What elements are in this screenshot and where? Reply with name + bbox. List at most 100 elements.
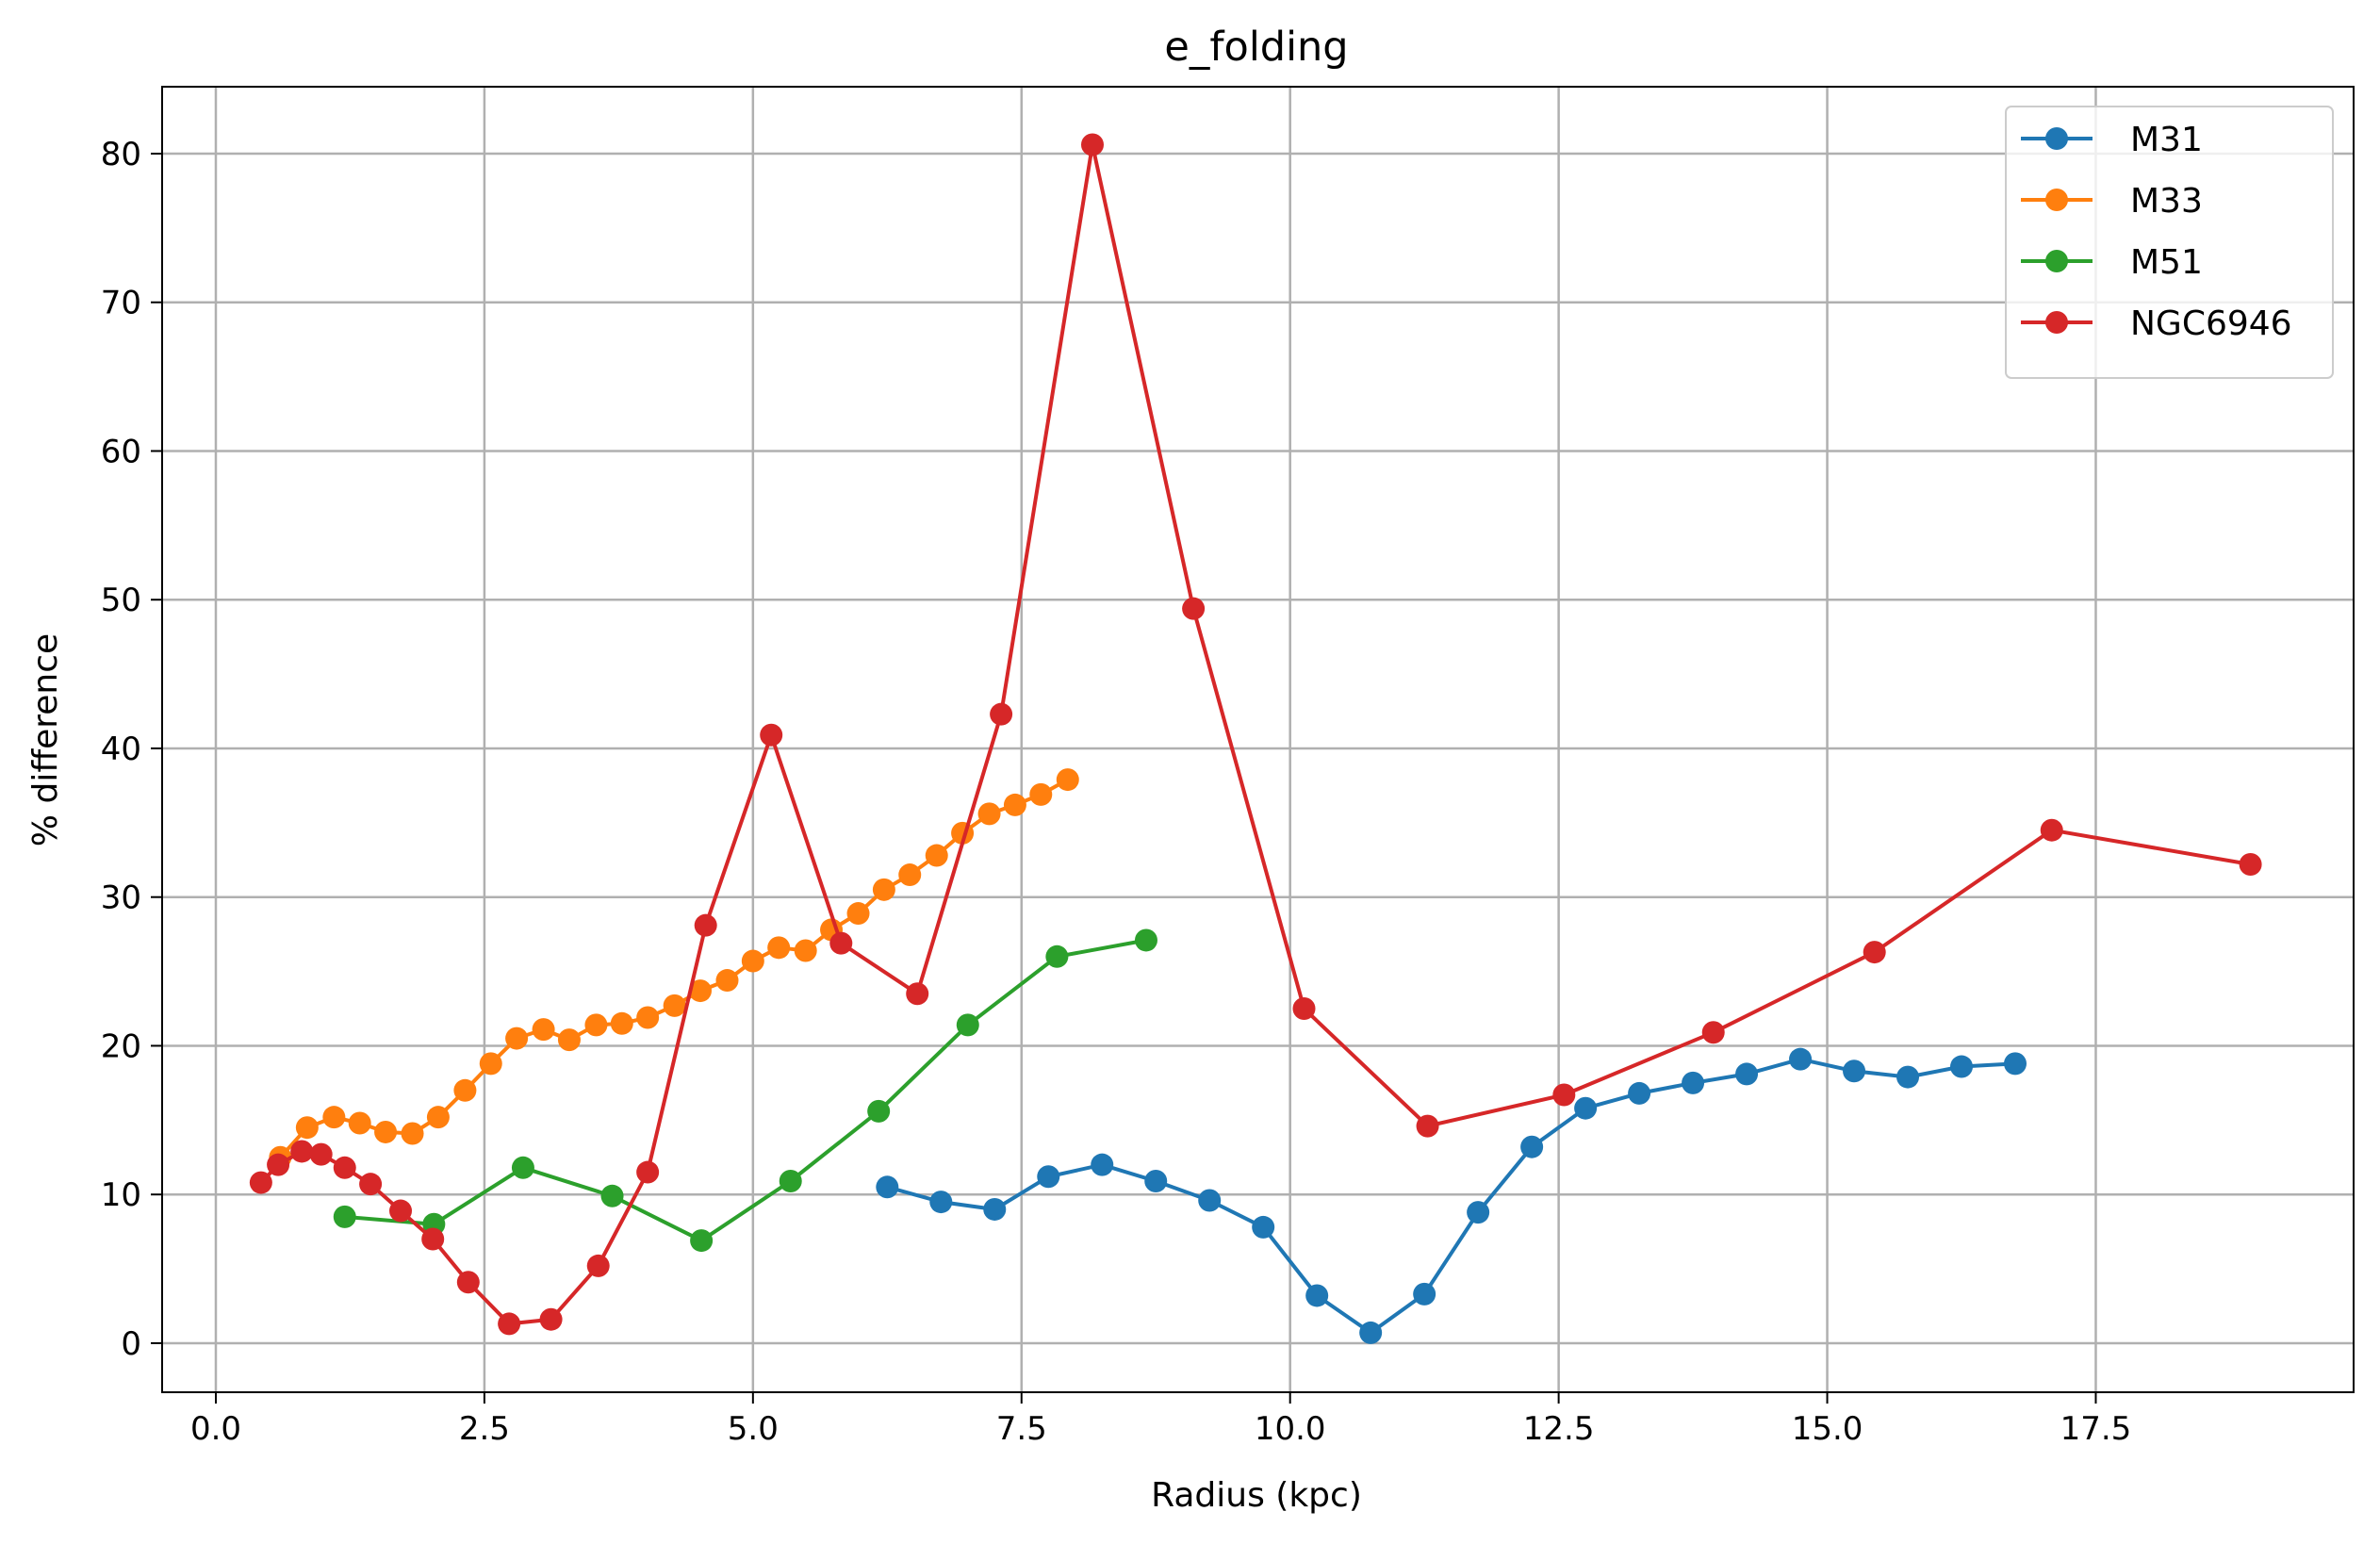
data-point-m33 xyxy=(741,949,764,973)
data-point-ngc6946 xyxy=(421,1227,445,1251)
data-point-m31 xyxy=(1091,1153,1114,1176)
legend-label-ngc6946: NGC6946 xyxy=(2130,304,2292,343)
data-point-ngc6946 xyxy=(2040,818,2063,842)
legend-item-m33: M33 xyxy=(2021,182,2203,221)
x-tick-label: 12.5 xyxy=(1523,1410,1595,1448)
data-point-ngc6946 xyxy=(309,1142,333,1166)
data-point-m31 xyxy=(1896,1065,1920,1089)
data-point-ngc6946 xyxy=(359,1173,383,1196)
legend-marker-ngc6946 xyxy=(2045,311,2068,334)
x-tick-label: 2.5 xyxy=(459,1410,510,1448)
data-point-ngc6946 xyxy=(249,1171,272,1194)
data-point-m31 xyxy=(2003,1052,2027,1076)
data-point-m33 xyxy=(898,863,922,887)
data-point-m31 xyxy=(1628,1081,1651,1105)
y-tick-label: 0 xyxy=(121,1325,141,1363)
data-point-ngc6946 xyxy=(694,913,717,937)
data-point-m33 xyxy=(505,1027,529,1050)
data-point-ngc6946 xyxy=(389,1199,413,1223)
data-point-m31 xyxy=(1037,1165,1060,1189)
data-point-m33 xyxy=(846,902,870,926)
data-point-m31 xyxy=(1682,1071,1705,1094)
data-point-ngc6946 xyxy=(586,1254,610,1277)
legend-label-m33: M33 xyxy=(2130,182,2203,221)
legend: M31 M33 M51 NGC6946 xyxy=(2005,106,2334,379)
y-tick-label: 80 xyxy=(101,136,141,173)
data-point-m31 xyxy=(1413,1282,1436,1306)
data-point-m51 xyxy=(1045,944,1069,968)
chart-title: e_folding xyxy=(1164,24,1348,71)
legend-item-ngc6946: NGC6946 xyxy=(2021,304,2292,343)
data-point-m33 xyxy=(374,1120,398,1143)
data-point-m31 xyxy=(1520,1135,1544,1158)
data-point-ngc6946 xyxy=(290,1140,314,1163)
data-point-ngc6946 xyxy=(1863,941,1886,964)
data-point-ngc6946 xyxy=(990,702,1013,726)
data-point-m51 xyxy=(1134,928,1157,952)
data-point-m33 xyxy=(322,1106,346,1129)
data-point-m33 xyxy=(401,1122,424,1145)
data-point-m31 xyxy=(1252,1215,1275,1239)
data-point-m31 xyxy=(1467,1201,1490,1224)
data-point-m33 xyxy=(479,1052,502,1076)
data-point-m31 xyxy=(1789,1047,1813,1071)
data-point-m33 xyxy=(1056,768,1079,792)
data-point-m51 xyxy=(956,1013,979,1037)
y-tick-label: 50 xyxy=(101,582,141,619)
data-point-m33 xyxy=(715,969,739,993)
data-point-m31 xyxy=(929,1191,953,1214)
data-point-ngc6946 xyxy=(498,1312,521,1336)
data-point-m31 xyxy=(1950,1055,1974,1078)
data-point-m31 xyxy=(1144,1170,1168,1193)
plot-frame xyxy=(161,86,2355,1393)
data-point-m33 xyxy=(348,1111,371,1135)
data-point-m33 xyxy=(1029,782,1053,806)
data-point-ngc6946 xyxy=(906,982,929,1006)
legend-marker-m31 xyxy=(2045,127,2068,150)
data-point-m33 xyxy=(688,979,712,1003)
data-point-m33 xyxy=(295,1116,319,1140)
series-layer xyxy=(249,133,2262,1344)
data-point-ngc6946 xyxy=(1416,1114,1439,1138)
legend-label-m31: M31 xyxy=(2130,121,2203,159)
data-point-m31 xyxy=(1305,1284,1329,1307)
data-point-m33 xyxy=(767,936,791,960)
data-point-m33 xyxy=(426,1106,450,1129)
data-point-m33 xyxy=(794,939,817,962)
data-point-m51 xyxy=(600,1184,624,1207)
data-point-m31 xyxy=(983,1197,1007,1221)
x-tick-label: 5.0 xyxy=(728,1410,779,1448)
data-point-m51 xyxy=(690,1229,714,1253)
data-point-ngc6946 xyxy=(1182,597,1206,620)
axis-ticks: 0.0 2.5 5.0 7.5 10.0 12.5 15.0 17.5 0 10 20 30 40 50 6… xyxy=(101,136,2132,1448)
data-point-ngc6946 xyxy=(1080,133,1104,156)
series-ngc6946 xyxy=(249,133,2262,1336)
data-point-ngc6946 xyxy=(1701,1021,1725,1044)
x-axis-title: Radius (kpc) xyxy=(1151,1476,1362,1515)
legend-box xyxy=(2005,106,2334,379)
series-m51 xyxy=(333,928,1157,1253)
data-point-ngc6946 xyxy=(760,723,783,747)
y-tick-label: 10 xyxy=(101,1176,141,1214)
series-m31 xyxy=(876,1047,2027,1344)
legend-marker-m51 xyxy=(2045,250,2068,272)
series-line-m51 xyxy=(344,938,1147,1243)
data-point-m31 xyxy=(1735,1062,1759,1086)
x-tick-label: 0.0 xyxy=(190,1410,241,1448)
data-point-m51 xyxy=(867,1099,891,1123)
data-point-m33 xyxy=(925,844,948,867)
data-point-m51 xyxy=(333,1205,356,1228)
y-axis-title: % difference xyxy=(26,633,65,846)
y-tick-label: 40 xyxy=(101,731,141,768)
x-tick-label: 15.0 xyxy=(1792,1410,1863,1448)
data-point-m33 xyxy=(872,878,895,901)
x-tick-label: 10.0 xyxy=(1255,1410,1326,1448)
data-point-m33 xyxy=(1003,793,1026,816)
data-point-m31 xyxy=(1574,1096,1598,1120)
data-point-ngc6946 xyxy=(829,931,853,955)
data-point-ngc6946 xyxy=(539,1307,563,1331)
data-point-m33 xyxy=(636,1006,660,1029)
data-point-m51 xyxy=(511,1156,534,1179)
data-point-m33 xyxy=(532,1018,555,1042)
